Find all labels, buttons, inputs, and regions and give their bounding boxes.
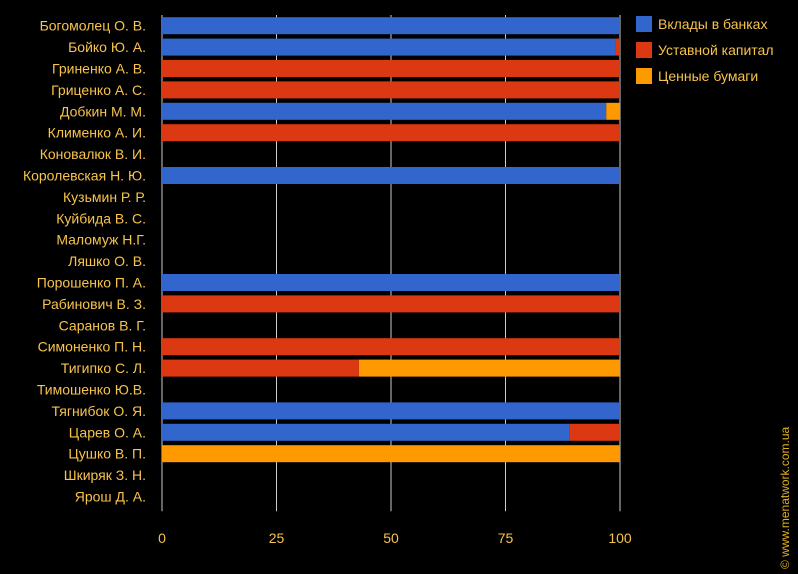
- legend-label-capital: Уставной капитал: [658, 42, 774, 58]
- bar-5-series-1[interactable]: [162, 124, 620, 142]
- x-tick-label-75: 75: [498, 530, 514, 546]
- x-tick-label-100: 100: [608, 530, 632, 546]
- legend-item-capital[interactable]: Уставной капитал: [636, 40, 774, 60]
- bar-13-series-1[interactable]: [162, 295, 620, 313]
- category-label-9: Куйбида В. С.: [56, 210, 146, 226]
- category-label-0: Богомолец О. В.: [40, 18, 146, 34]
- category-label-21: Шкиряк З. Н.: [64, 467, 146, 483]
- legend-label-securities: Ценные бумаги: [658, 68, 759, 84]
- category-label-17: Тимошенко Ю.В.: [37, 382, 146, 398]
- x-tick-label-0: 0: [158, 530, 166, 546]
- bar-19-series-0[interactable]: [162, 423, 570, 441]
- x-tick-label-50: 50: [383, 530, 399, 546]
- bar-20-series-2[interactable]: [162, 445, 620, 463]
- bar-1-series-1[interactable]: [615, 38, 620, 56]
- x-tick-label-25: 25: [269, 530, 285, 546]
- category-label-10: Маломуж Н.Г.: [56, 232, 146, 248]
- legend-swatch-capital: [636, 42, 652, 58]
- category-label-13: Рабинович В. З.: [42, 296, 146, 312]
- legend-swatch-deposits: [636, 16, 652, 32]
- bar-19-series-1[interactable]: [569, 423, 620, 441]
- bar-0-series-0[interactable]: [162, 17, 620, 35]
- category-label-4: Добкин М. М.: [60, 103, 146, 119]
- bar-18-series-0[interactable]: [162, 402, 620, 420]
- category-label-2: Гриненко А. В.: [52, 61, 146, 77]
- category-label-11: Ляшко О. В.: [68, 253, 146, 269]
- category-label-5: Клименко А. И.: [48, 125, 146, 141]
- category-label-1: Бойко Ю. А.: [68, 39, 146, 55]
- category-label-7: Королевская Н. Ю.: [23, 168, 146, 184]
- copyright-text: © www.menatwork.com.ua: [778, 426, 792, 569]
- category-label-18: Тягнибок О. Я.: [52, 403, 147, 419]
- legend-swatch-securities: [636, 68, 652, 84]
- bar-4-series-0[interactable]: [162, 102, 607, 120]
- bar-1-series-0[interactable]: [162, 38, 616, 56]
- category-label-19: Царев О. А.: [69, 424, 146, 440]
- legend-item-securities[interactable]: Ценные бумаги: [636, 66, 774, 86]
- category-label-16: Тигипко С. Л.: [61, 360, 146, 376]
- bar-15-series-1[interactable]: [162, 338, 620, 356]
- legend: Вклады в банках Уставной капитал Ценные …: [636, 14, 774, 92]
- bar-7-series-0[interactable]: [162, 167, 620, 184]
- bar-16-series-1[interactable]: [162, 359, 359, 377]
- bar-16-series-2[interactable]: [358, 359, 620, 377]
- category-label-22: Ярош Д. А.: [75, 489, 146, 505]
- bar-3-series-1[interactable]: [162, 81, 620, 99]
- category-label-14: Саранов В. Г.: [59, 317, 146, 333]
- category-label-12: Порошенко П. А.: [37, 275, 146, 291]
- category-label-3: Гриценко А. С.: [51, 82, 146, 98]
- category-label-15: Симоненко П. Н.: [38, 339, 146, 355]
- legend-item-deposits[interactable]: Вклады в банках: [636, 14, 774, 34]
- category-label-8: Кузьмин Р. Р.: [63, 189, 146, 205]
- category-label-6: Коновалюк В. И.: [40, 146, 146, 162]
- bar-4-series-2[interactable]: [606, 102, 620, 120]
- category-label-20: Цушко В. П.: [68, 446, 146, 462]
- legend-label-deposits: Вклады в банках: [658, 16, 768, 32]
- bar-12-series-0[interactable]: [162, 274, 620, 291]
- bar-2-series-1[interactable]: [162, 60, 620, 77]
